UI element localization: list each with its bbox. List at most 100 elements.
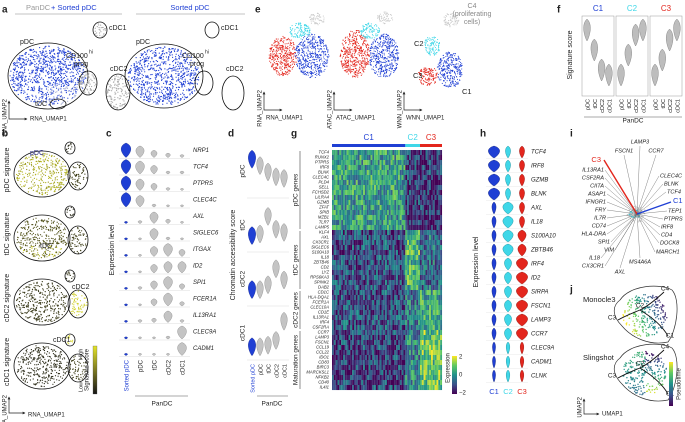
cell-dot	[35, 75, 37, 77]
cell-dot	[365, 45, 367, 47]
cell-dot	[162, 47, 164, 50]
cell-dot	[386, 41, 388, 43]
cell-dot	[39, 160, 42, 162]
cell-dot	[277, 59, 279, 61]
cell-dot	[170, 92, 172, 94]
cell-dot	[428, 37, 430, 39]
cell-dot	[314, 22, 316, 24]
cell-dot	[303, 32, 305, 34]
cell-dot	[58, 87, 60, 89]
cell-dot	[432, 71, 434, 74]
cell-dot	[348, 41, 351, 43]
cell-dot	[35, 101, 37, 103]
cell-dot	[453, 76, 456, 79]
cell-dot	[35, 69, 37, 71]
label: cells)	[464, 19, 480, 26]
cell-cloud	[359, 22, 381, 39]
cell-cloud	[79, 72, 97, 94]
cell-dot	[136, 80, 138, 82]
cell-dot	[355, 40, 357, 42]
cell-dot	[72, 75, 74, 77]
cell-dot	[394, 61, 396, 63]
cell-dot	[283, 49, 285, 51]
cell-dot	[172, 64, 174, 66]
cell-dot	[293, 52, 295, 55]
cell-dot	[427, 82, 429, 84]
cell-dot	[448, 77, 450, 80]
cell-dot	[300, 54, 302, 56]
cell-dot	[60, 72, 62, 74]
cell-dot	[310, 52, 312, 54]
cell-dot	[300, 23, 302, 25]
cell-dot	[139, 60, 141, 62]
cell-dot	[169, 67, 171, 69]
cell-dot	[424, 69, 426, 71]
cell-dot	[306, 27, 308, 29]
cell-dot	[44, 56, 47, 59]
cell-dot	[357, 76, 359, 78]
cell-dot	[119, 97, 121, 99]
cell-dot	[446, 62, 448, 64]
cell-dot	[311, 14, 313, 16]
cell-dot	[111, 78, 113, 81]
cell-dot	[438, 67, 440, 69]
cell-dot	[187, 80, 189, 82]
cell-dot	[359, 35, 361, 37]
cell-dot	[439, 65, 441, 67]
label: RNA_UMAP1	[266, 116, 303, 122]
cell-dot	[165, 61, 167, 63]
cell-dot	[189, 84, 191, 86]
cell-dot	[361, 52, 363, 54]
cell-dot	[125, 96, 127, 98]
cell-dot	[358, 31, 360, 33]
cell-dot	[367, 46, 370, 48]
cell-dot	[115, 93, 117, 95]
cell-dot	[74, 94, 76, 96]
cell-dot	[304, 35, 306, 38]
cell-dot	[378, 71, 380, 73]
cell-dot	[311, 37, 314, 39]
cell-dot	[363, 64, 365, 66]
cell-dot	[372, 37, 374, 39]
cell-dot	[432, 79, 434, 81]
cell-dot	[156, 102, 158, 104]
cell-dot	[309, 16, 311, 18]
cell-dot	[314, 19, 316, 21]
cell-dot	[35, 78, 38, 80]
cell-dot	[455, 66, 457, 68]
cell-dot	[293, 36, 295, 38]
cell-dot	[116, 89, 118, 92]
cell-dot	[303, 51, 305, 53]
cell-dot	[20, 165, 22, 167]
cell-dot	[441, 69, 443, 71]
cell-dot	[318, 19, 320, 21]
cell-dot	[46, 93, 48, 95]
cell-dot	[303, 62, 305, 64]
cell-dot	[450, 13, 452, 15]
cell-dot	[64, 61, 66, 63]
cell-dot	[454, 53, 457, 55]
cell-dot	[382, 14, 385, 16]
cell-dot	[308, 30, 310, 32]
cell-dot	[447, 64, 449, 66]
cell-dot	[301, 30, 303, 32]
cell-dot	[360, 30, 362, 32]
cell-dot	[13, 75, 15, 77]
cell-dot	[52, 103, 54, 105]
cell-dot	[452, 70, 454, 72]
cell-dot	[460, 73, 462, 75]
cell-dot	[359, 48, 361, 50]
cell-dot	[148, 49, 150, 51]
cell-dot	[47, 57, 49, 59]
cell-dot	[395, 63, 397, 65]
cell-dot	[284, 49, 286, 51]
cell-dot	[319, 16, 321, 18]
cell-dot	[24, 71, 26, 73]
cell-dot	[143, 87, 145, 89]
cell-dot	[24, 162, 27, 165]
cell-dot	[381, 68, 383, 70]
cell-dot	[352, 50, 354, 52]
cell-dot	[17, 88, 19, 90]
cell-dot	[29, 163, 31, 165]
cell-dot	[16, 60, 18, 62]
